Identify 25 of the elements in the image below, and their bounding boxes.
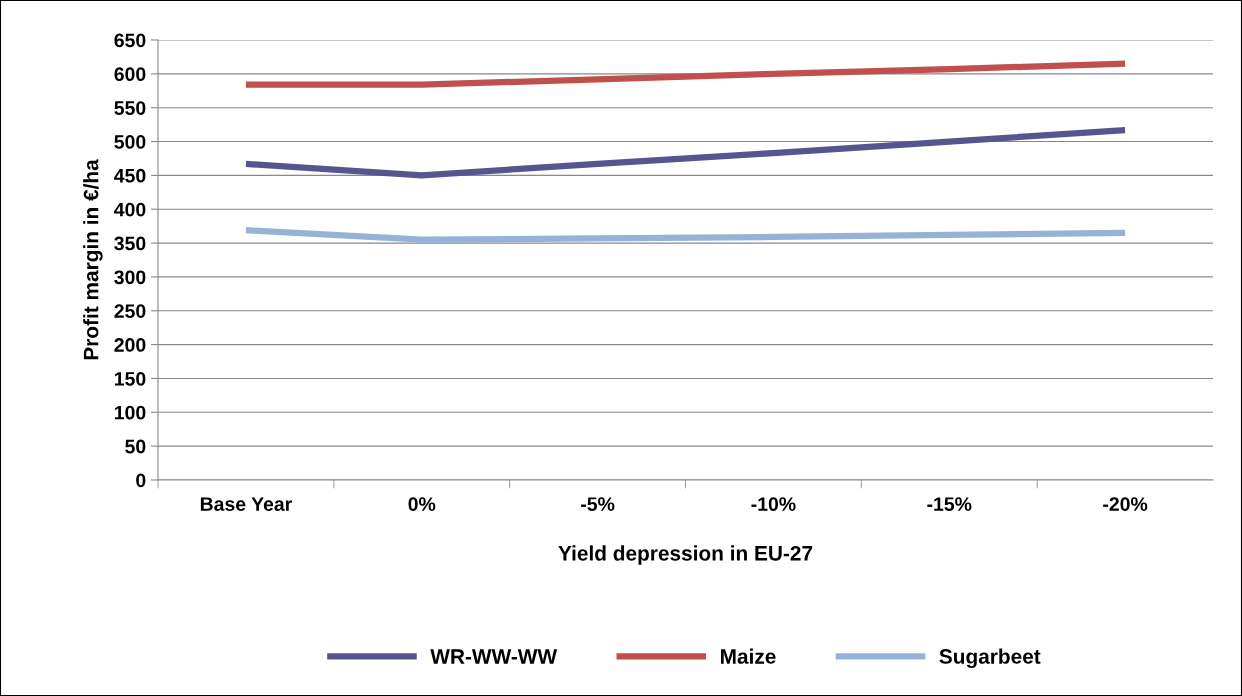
y-tick-label: 150 <box>114 371 146 386</box>
x-axis-title: Yield depression in EU-27 <box>558 545 813 565</box>
legend-label: Maize <box>721 648 776 664</box>
x-tick-label: -5% <box>581 497 615 511</box>
y-tick-label: 650 <box>114 33 146 48</box>
y-tick-label: 500 <box>114 135 146 149</box>
y-tick-label: 350 <box>114 236 146 251</box>
y-tick-label: 400 <box>114 202 146 217</box>
y-tick-label: 50 <box>125 439 146 454</box>
y-tick-label: 100 <box>114 405 146 420</box>
x-tick-label: 0% <box>408 497 436 511</box>
y-tick-label: 600 <box>114 67 146 82</box>
y-axis-title: Profit margin in €/ha <box>83 159 103 360</box>
x-tick-label: -15% <box>927 497 972 511</box>
y-tick-label: 550 <box>114 101 146 115</box>
x-tick-label: -10% <box>751 497 796 511</box>
y-tick-label: 450 <box>114 168 146 183</box>
y-tick-label: 300 <box>114 270 146 285</box>
legend-label: WR-WW-WW <box>430 649 558 664</box>
legend-label: Sugarbeet <box>939 648 1041 669</box>
y-tick-label: 250 <box>114 304 146 319</box>
x-tick-label: Base Year <box>200 497 292 511</box>
x-tick-label: -20% <box>1103 497 1148 511</box>
y-tick-label: 0 <box>136 473 146 488</box>
y-tick-label: 200 <box>114 338 146 352</box>
